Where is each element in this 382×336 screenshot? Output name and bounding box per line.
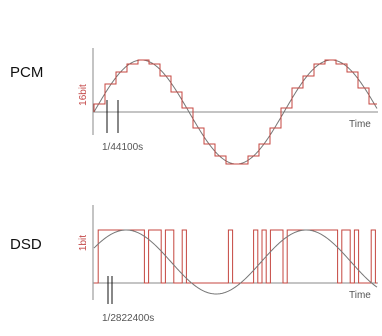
dsd-pulse-train [94,229,377,284]
dsd-title: DSD [10,236,42,253]
pcm-time-label: Time [349,119,371,130]
pcm-panel: PCM 16bit Time 1/44100s [10,48,378,165]
pcm-sample-steps [93,59,377,165]
dsd-analog-wave [93,229,378,295]
dsd-time-label: Time [349,290,371,301]
pcm-title: PCM [10,64,43,81]
dsd-interval-label: 1/2822400s [102,313,154,324]
dsd-bit-label: 1bit [78,235,89,251]
pcm-bit-label: 16bit [78,84,89,106]
dsd-panel: DSD 1bit Time 1/2822400s [10,205,378,324]
pcm-interval-label: 1/44100s [102,142,143,153]
